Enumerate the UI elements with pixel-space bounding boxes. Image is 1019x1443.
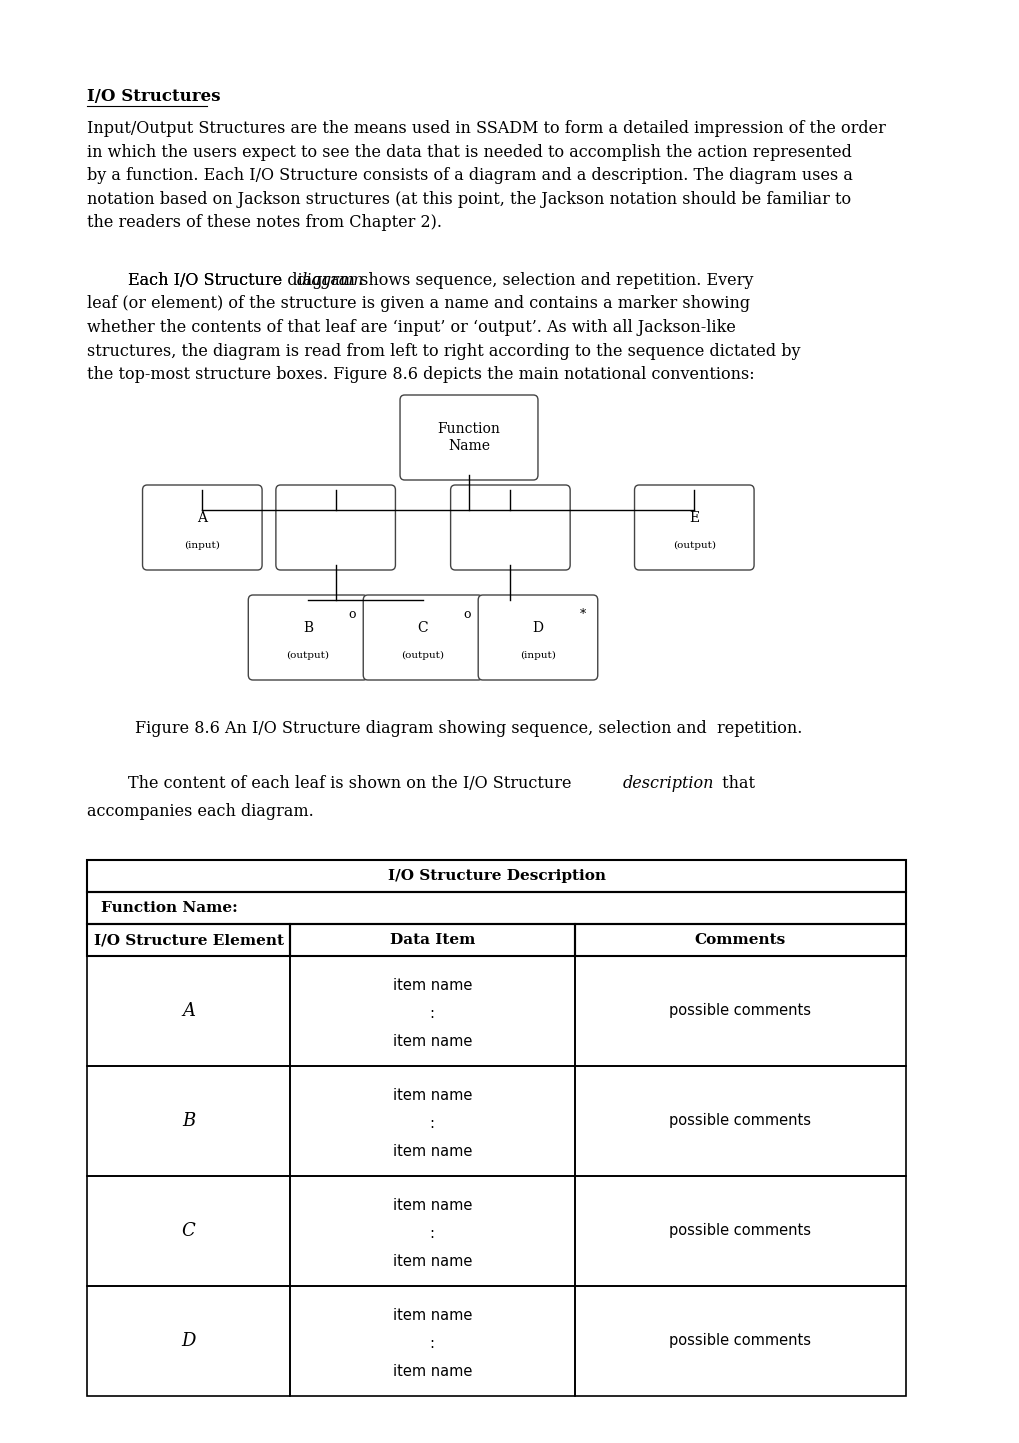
Text: o: o xyxy=(463,608,471,620)
Text: A: A xyxy=(181,1001,195,1020)
Bar xyxy=(88,892,905,924)
Text: I/O Structures: I/O Structures xyxy=(88,88,221,105)
Text: possible comments: possible comments xyxy=(668,1333,810,1349)
Text: Figure 8.6 An I/O Structure diagram showing sequence, selection and  repetition.: Figure 8.6 An I/O Structure diagram show… xyxy=(136,720,802,737)
Text: that: that xyxy=(716,775,754,792)
Text: (input): (input) xyxy=(184,541,220,550)
Text: item name: item name xyxy=(392,1144,472,1159)
Bar xyxy=(574,1286,905,1395)
Text: *: * xyxy=(579,608,585,620)
Text: C: C xyxy=(418,620,428,635)
Text: (output): (output) xyxy=(673,541,715,550)
Text: E: E xyxy=(689,511,699,524)
Text: Each I/O Structure: Each I/O Structure xyxy=(88,271,287,289)
Bar xyxy=(88,1176,289,1286)
Text: (output): (output) xyxy=(286,651,329,659)
Bar xyxy=(289,1286,574,1395)
Text: item name: item name xyxy=(392,1307,472,1323)
Text: item name: item name xyxy=(392,1198,472,1214)
Text: C: C xyxy=(181,1222,196,1240)
Bar xyxy=(574,1066,905,1176)
Text: possible comments: possible comments xyxy=(668,1003,810,1019)
Text: A: A xyxy=(197,511,207,524)
Text: Data Item: Data Item xyxy=(389,934,475,947)
Bar xyxy=(88,924,289,957)
Bar xyxy=(574,924,905,957)
FancyBboxPatch shape xyxy=(634,485,753,570)
Text: Comments: Comments xyxy=(694,934,785,947)
Bar xyxy=(574,1176,905,1286)
Text: I/O Structure Element: I/O Structure Element xyxy=(94,934,283,947)
Text: I/O Structure Description: I/O Structure Description xyxy=(387,869,605,883)
Bar xyxy=(88,860,905,892)
FancyBboxPatch shape xyxy=(450,485,570,570)
Text: Function Name:: Function Name: xyxy=(101,900,237,915)
Text: item name: item name xyxy=(392,1254,472,1268)
Text: item name: item name xyxy=(392,1364,472,1380)
Text: o: o xyxy=(348,608,356,620)
Bar xyxy=(88,1286,289,1395)
FancyBboxPatch shape xyxy=(248,595,368,680)
Bar xyxy=(88,957,289,1066)
Text: (input): (input) xyxy=(520,651,555,659)
Text: accompanies each diagram.: accompanies each diagram. xyxy=(88,802,314,820)
Text: diagram: diagram xyxy=(297,271,364,289)
Bar xyxy=(88,1066,289,1176)
Text: B: B xyxy=(181,1113,195,1130)
Text: D: D xyxy=(181,1332,196,1351)
Bar xyxy=(289,924,574,957)
Bar xyxy=(574,957,905,1066)
FancyBboxPatch shape xyxy=(399,395,537,481)
Bar xyxy=(289,1176,574,1286)
Bar xyxy=(289,1066,574,1176)
FancyBboxPatch shape xyxy=(478,595,597,680)
Text: possible comments: possible comments xyxy=(668,1114,810,1128)
Text: Function
Name: Function Name xyxy=(437,423,500,453)
Text: B: B xyxy=(303,620,313,635)
Text: Input/Output Structures are the means used in SSADM to form a detailed impressio: Input/Output Structures are the means us… xyxy=(88,120,886,231)
Bar xyxy=(289,957,574,1066)
Text: item name: item name xyxy=(392,1088,472,1102)
Text: D: D xyxy=(532,620,543,635)
Text: :: : xyxy=(429,1227,434,1241)
FancyBboxPatch shape xyxy=(275,485,395,570)
FancyBboxPatch shape xyxy=(363,595,482,680)
Text: possible comments: possible comments xyxy=(668,1224,810,1238)
Text: The content of each leaf is shown on the I/O Structure: The content of each leaf is shown on the… xyxy=(88,775,577,792)
Text: :: : xyxy=(429,1115,434,1131)
Text: item name: item name xyxy=(392,978,472,993)
FancyBboxPatch shape xyxy=(143,485,262,570)
Text: item name: item name xyxy=(392,1035,472,1049)
Text: :: : xyxy=(429,1336,434,1351)
Text: (output): (output) xyxy=(401,651,444,659)
Text: description: description xyxy=(622,775,713,792)
Text: :: : xyxy=(429,1006,434,1022)
Text: Each I/O Structure diagram shows sequence, selection and repetition. Every
leaf : Each I/O Structure diagram shows sequenc… xyxy=(88,271,800,382)
